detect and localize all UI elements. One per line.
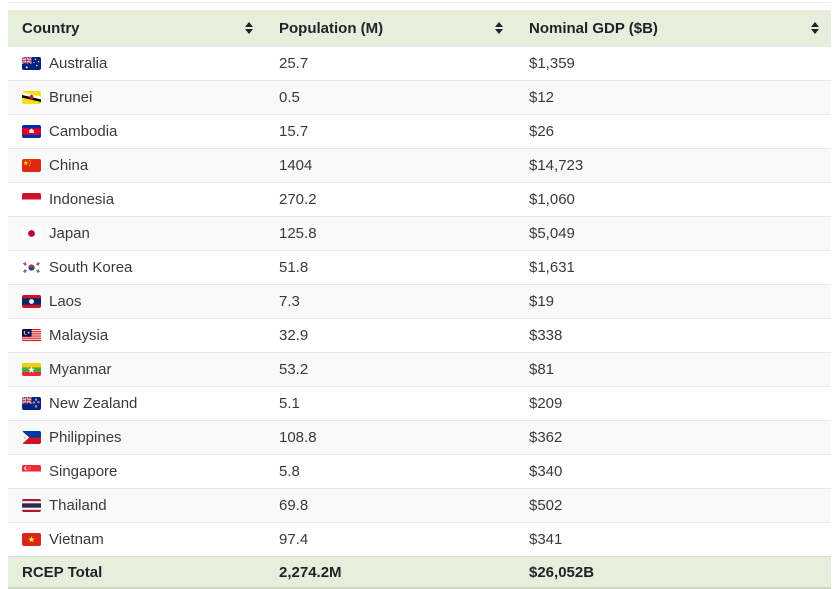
- flag-indonesia-icon: [22, 193, 41, 206]
- column-label-gdp: Nominal GDP ($B): [529, 19, 658, 37]
- country-name: Vietnam: [49, 531, 104, 548]
- country-name: Singapore: [49, 463, 118, 480]
- country-name: Australia: [49, 55, 108, 72]
- table-row: Japan 125.8 $5,049: [8, 216, 831, 251]
- population-value: 32.9: [265, 318, 515, 353]
- flag-myanmar-icon: [22, 363, 41, 376]
- table-row: Myanmar 53.2 $81: [8, 352, 831, 387]
- country-name: Indonesia: [49, 191, 115, 208]
- gdp-value: $1,631: [515, 250, 831, 285]
- rcep-data-table: Country Population (M) Nominal GDP ($B) …: [8, 10, 831, 589]
- population-value: 53.2: [265, 352, 515, 387]
- flag-brunei-icon: [22, 91, 41, 104]
- top-divider: [8, 2, 831, 3]
- gdp-value: $81: [515, 352, 831, 387]
- table-row: Thailand 69.8 $502: [8, 488, 831, 523]
- country-name: Japan: [49, 225, 90, 242]
- table-row: Brunei 0.5 $12: [8, 80, 831, 115]
- table-row: Cambodia 15.7 $26: [8, 114, 831, 149]
- table-row: Philippines 108.8 $362: [8, 420, 831, 455]
- population-value: 25.7: [265, 46, 515, 81]
- population-value: 51.8: [265, 250, 515, 285]
- flag-new-zealand-icon: [22, 397, 41, 410]
- rcep-table-container: Country Population (M) Nominal GDP ($B) …: [8, 10, 831, 589]
- table-row: Indonesia 270.2 $1,060: [8, 182, 831, 217]
- gdp-value: $5,049: [515, 216, 831, 251]
- table-row: Australia 25.7 $1,359: [8, 46, 831, 81]
- population-value: 108.8: [265, 420, 515, 455]
- table-row: Vietnam 97.4 $341: [8, 522, 831, 557]
- table-row: South Korea 51.8 $1,631: [8, 250, 831, 285]
- gdp-value: $209: [515, 386, 831, 421]
- gdp-value: $14,723: [515, 148, 831, 183]
- country-name: Thailand: [49, 497, 107, 514]
- population-value: 125.8: [265, 216, 515, 251]
- table-row: Laos 7.3 $19: [8, 284, 831, 319]
- flag-malaysia-icon: [22, 329, 41, 342]
- gdp-value: $12: [515, 80, 831, 115]
- gdp-value: $1,359: [515, 46, 831, 81]
- flag-singapore-icon: [22, 465, 41, 478]
- gdp-value: $1,060: [515, 182, 831, 217]
- country-name: Myanmar: [49, 361, 112, 378]
- column-header-population[interactable]: Population (M): [265, 10, 515, 47]
- gdp-value: $26: [515, 114, 831, 149]
- total-row: RCEP Total 2,274.2M $26,052B: [8, 556, 831, 589]
- gdp-value: $502: [515, 488, 831, 523]
- sort-icon[interactable]: [495, 22, 503, 34]
- population-value: 0.5: [265, 80, 515, 115]
- population-value: 5.8: [265, 454, 515, 489]
- table-row: New Zealand 5.1 $209: [8, 386, 831, 421]
- column-label-country: Country: [22, 19, 80, 37]
- table-row: Malaysia 32.9 $338: [8, 318, 831, 353]
- country-name: Brunei: [49, 89, 93, 106]
- gdp-value: $340: [515, 454, 831, 489]
- column-header-gdp[interactable]: Nominal GDP ($B): [515, 10, 831, 47]
- total-population: 2,274.2M: [265, 556, 515, 589]
- flag-vietnam-icon: [22, 533, 41, 546]
- country-name: Laos: [49, 293, 82, 310]
- country-name: Philippines: [49, 429, 122, 446]
- country-name: Cambodia: [49, 123, 118, 140]
- table-row: Singapore 5.8 $340: [8, 454, 831, 489]
- total-gdp: $26,052B: [515, 556, 831, 589]
- country-name: China: [49, 157, 89, 174]
- column-header-country[interactable]: Country: [8, 10, 265, 47]
- flag-china-icon: [22, 159, 41, 172]
- sort-icon[interactable]: [245, 22, 253, 34]
- population-value: 270.2: [265, 182, 515, 217]
- population-value: 15.7: [265, 114, 515, 149]
- country-name: New Zealand: [49, 395, 138, 412]
- flag-south-korea-icon: [22, 261, 41, 274]
- gdp-value: $19: [515, 284, 831, 319]
- population-value: 1404: [265, 148, 515, 183]
- country-name: South Korea: [49, 259, 133, 276]
- gdp-value: $338: [515, 318, 831, 353]
- sort-icon[interactable]: [811, 22, 819, 34]
- country-name: Malaysia: [49, 327, 109, 344]
- population-value: 69.8: [265, 488, 515, 523]
- flag-philippines-icon: [22, 431, 41, 444]
- header-row: Country Population (M) Nominal GDP ($B): [8, 10, 831, 47]
- population-value: 5.1: [265, 386, 515, 421]
- flag-thailand-icon: [22, 499, 41, 512]
- flag-australia-icon: [22, 57, 41, 70]
- population-value: 7.3: [265, 284, 515, 319]
- total-label: RCEP Total: [8, 556, 265, 589]
- gdp-value: $362: [515, 420, 831, 455]
- column-label-population: Population (M): [279, 19, 384, 37]
- flag-laos-icon: [22, 295, 41, 308]
- flag-cambodia-icon: [22, 125, 41, 138]
- population-value: 97.4: [265, 522, 515, 557]
- gdp-value: $341: [515, 522, 831, 557]
- flag-japan-icon: [22, 227, 41, 240]
- table-row: China 1404 $14,723: [8, 148, 831, 183]
